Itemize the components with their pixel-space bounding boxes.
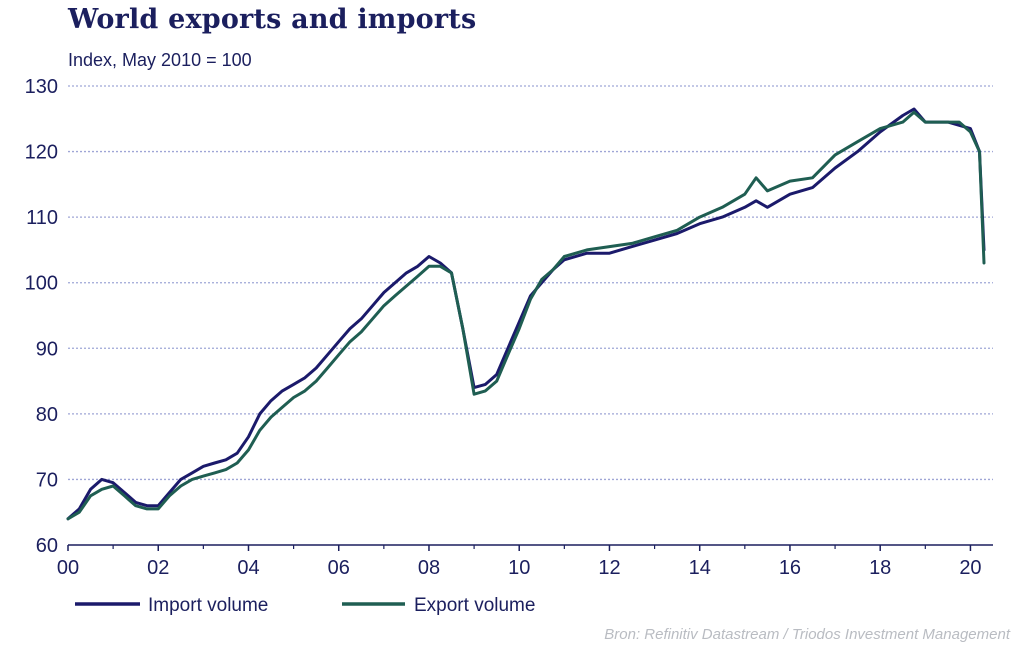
chart-subtitle: Index, May 2010 = 100 xyxy=(68,50,252,70)
x-tick-label-14: 14 xyxy=(689,557,711,579)
y-tick-label-100: 100 xyxy=(25,273,58,295)
x-tick-label-16: 16 xyxy=(779,557,801,579)
y-tick-label-120: 120 xyxy=(25,142,58,164)
x-tick-label-18: 18 xyxy=(869,557,891,579)
y-axis-tick-labels: 60 70 80 90 100 110 120 130 xyxy=(25,76,58,557)
series-line-export-volume xyxy=(66,110,986,521)
y-tick-label-60: 60 xyxy=(36,535,58,557)
x-tick-label-10: 10 xyxy=(508,557,530,579)
legend-label-export-volume: Export volume xyxy=(414,595,535,616)
x-tick-label-08: 08 xyxy=(418,557,440,579)
x-tick-label-00: 00 xyxy=(57,557,79,579)
x-tick-label-20: 20 xyxy=(959,557,981,579)
x-tick-label-06: 06 xyxy=(328,557,350,579)
legend: Import volume Export volume xyxy=(75,595,535,616)
y-tick-label-70: 70 xyxy=(36,469,58,491)
x-tick-label-02: 02 xyxy=(147,557,169,579)
x-tick-label-04: 04 xyxy=(237,557,259,579)
y-tick-label-110: 110 xyxy=(26,207,58,229)
legend-label-import-volume: Import volume xyxy=(148,595,268,616)
y-tick-label-80: 80 xyxy=(36,404,58,426)
x-tick-label-12: 12 xyxy=(598,557,620,579)
y-tick-label-130: 130 xyxy=(25,76,58,98)
x-axis: 00 02 04 06 08 10 12 14 16 18 20 xyxy=(57,544,993,579)
chart-title: World exports and imports xyxy=(68,4,477,35)
source-note: Bron: Refinitiv Datastream / Triodos Inv… xyxy=(604,626,1010,643)
series-lines xyxy=(66,107,986,521)
y-tick-label-90: 90 xyxy=(36,338,58,360)
